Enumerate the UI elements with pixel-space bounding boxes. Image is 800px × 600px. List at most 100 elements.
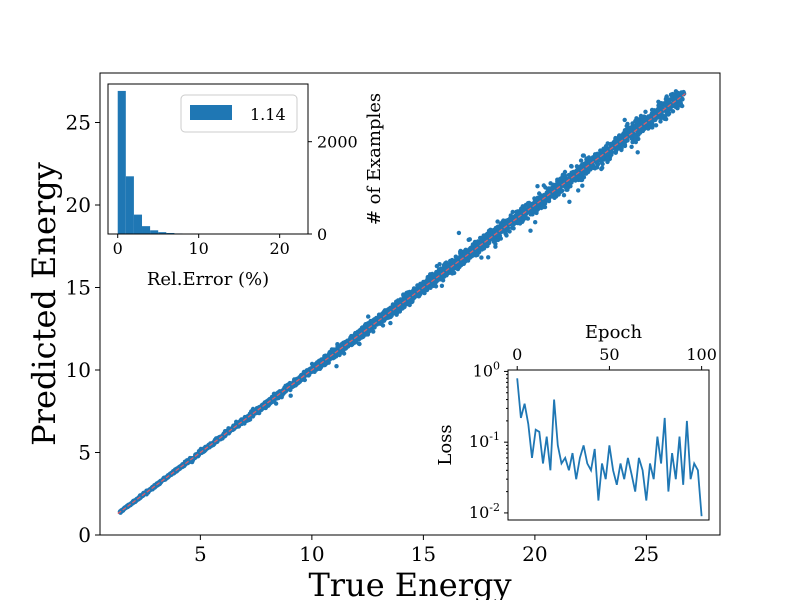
data-point	[656, 107, 661, 112]
data-point	[632, 134, 638, 139]
data-point	[524, 209, 529, 214]
data-point	[640, 118, 645, 124]
hist-legend-box	[180, 94, 298, 133]
data-point	[657, 102, 662, 107]
data-point	[283, 385, 288, 390]
data-point	[599, 166, 604, 172]
data-point	[331, 350, 336, 355]
data-point	[353, 331, 358, 336]
data-point	[504, 221, 509, 226]
data-point	[624, 137, 630, 142]
data-point	[288, 393, 293, 398]
data-point	[622, 143, 628, 149]
data-point	[439, 283, 445, 288]
loss-x-tick-label: 100	[686, 345, 717, 364]
data-point	[437, 271, 442, 277]
data-point	[630, 139, 635, 145]
data-point	[401, 305, 406, 310]
histogram-bar	[142, 226, 151, 234]
data-point	[668, 105, 673, 110]
data-point	[534, 198, 539, 203]
data-point	[372, 325, 377, 330]
x-tick-label: 5	[194, 542, 207, 566]
histogram-bar	[117, 90, 126, 234]
data-point	[490, 236, 495, 242]
hist-y-tick-label: 2000	[317, 133, 358, 152]
data-point	[202, 448, 207, 454]
data-point	[453, 254, 458, 259]
data-point	[546, 197, 552, 202]
data-point	[388, 320, 393, 326]
y-tick-label: 15	[66, 276, 91, 300]
data-point	[437, 262, 442, 267]
histogram-bar	[158, 232, 167, 234]
data-point	[501, 218, 506, 223]
data-point	[511, 222, 516, 227]
data-point	[250, 406, 256, 412]
hist-x-tick-label: 10	[189, 239, 209, 258]
data-point	[457, 254, 463, 260]
data-point	[577, 174, 582, 179]
hist-legend-swatch	[190, 105, 232, 120]
data-point	[675, 90, 681, 96]
loss-y-tick-label: 10-1	[469, 430, 500, 451]
data-point	[345, 338, 350, 344]
data-point	[273, 401, 279, 406]
data-point	[591, 165, 596, 170]
data-point	[187, 457, 192, 462]
data-point	[495, 219, 500, 224]
data-point	[360, 328, 365, 334]
histogram-bar	[166, 232, 175, 234]
data-point	[601, 146, 606, 151]
data-point	[556, 192, 561, 197]
histogram-bar	[150, 230, 159, 234]
hist-y-tick-label: 0	[317, 225, 327, 244]
data-point	[332, 354, 337, 360]
data-point	[538, 195, 543, 201]
data-point	[456, 230, 462, 236]
data-point	[576, 188, 581, 193]
data-point	[279, 391, 284, 397]
data-point	[679, 90, 684, 95]
loss-y-tick-label: 100	[473, 359, 500, 380]
data-point	[366, 314, 371, 319]
data-point	[315, 366, 321, 371]
data-point	[599, 160, 604, 165]
hist-x-tick-label: 0	[113, 239, 123, 258]
data-point	[357, 341, 362, 347]
data-point	[430, 272, 435, 278]
loss-x-tick-label: 0	[512, 345, 522, 364]
data-point	[578, 158, 584, 163]
data-point	[678, 95, 683, 101]
data-point	[617, 133, 622, 138]
data-point	[472, 239, 478, 245]
data-point	[557, 180, 562, 185]
data-point	[536, 202, 541, 207]
data-point	[137, 496, 142, 501]
x-tick-label: 20	[522, 542, 547, 566]
data-point	[577, 164, 583, 170]
data-point	[334, 364, 339, 369]
data-point	[365, 330, 370, 335]
data-point	[664, 94, 669, 99]
data-point	[454, 265, 459, 271]
data-point	[475, 252, 480, 257]
data-point	[622, 117, 627, 123]
data-point	[566, 176, 572, 181]
data-point	[167, 471, 172, 477]
data-point	[444, 272, 449, 277]
data-point	[653, 123, 659, 128]
y-axis-label: Predicted Energy	[25, 162, 63, 446]
data-point	[641, 127, 646, 132]
data-point	[504, 233, 509, 238]
data-point	[401, 292, 406, 297]
data-point	[388, 307, 393, 312]
data-point	[533, 220, 538, 225]
data-point	[638, 113, 644, 119]
data-point	[575, 168, 580, 173]
data-point	[540, 205, 545, 210]
data-point	[666, 112, 671, 117]
main-plot-frame	[99, 72, 721, 536]
data-point	[581, 153, 586, 158]
data-point	[304, 368, 309, 373]
